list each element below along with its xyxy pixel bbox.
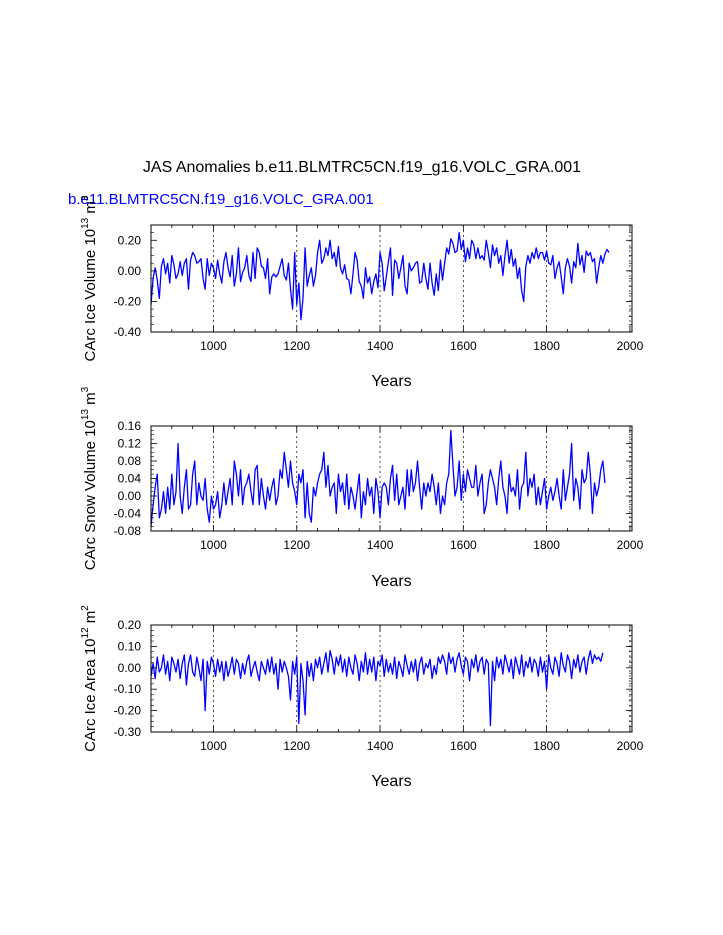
- y-axis-label-exponent: 13: [80, 409, 91, 421]
- y-tick-label: 0.04: [118, 472, 142, 486]
- x-tick-label-1000: 1000: [200, 339, 227, 353]
- series-line-0-0: [150, 231, 610, 321]
- y-axis-label-unit: m: [82, 201, 99, 218]
- y-tick-label: 0.20: [118, 618, 142, 632]
- x-tick-label-1400: 1400: [367, 538, 394, 552]
- y-axis-label-exponent: 13: [80, 217, 91, 229]
- chart-panel-ice-volume: 1000 1200 1400 1600 1800 2000 -0.40 -0.20 0.00 0.…: [80, 195, 644, 390]
- y-tick-label: -0.20: [114, 294, 142, 308]
- y-tick-label: 0.08: [118, 454, 142, 468]
- y-axis-label-exponent: 12: [80, 627, 91, 639]
- y-tick-label: 0.00: [118, 489, 142, 503]
- y-tick-label: -0.04: [114, 507, 142, 521]
- y-tick-label: -0.40: [114, 325, 142, 339]
- x-tick-label-1800: 1800: [533, 739, 560, 753]
- x-tick-label-1400: 1400: [367, 339, 394, 353]
- figure-title: JAS Anomalies b.e11.BLMTRC5CN.f19_g16.VO…: [143, 159, 581, 176]
- chart-panel-ice-area: 1000 1200 1400 1600 1800 2000 -0.30 -0.20 -0.10 0…: [80, 605, 644, 790]
- x-tick-label-1400: 1400: [367, 739, 394, 753]
- x-tick-label-1200: 1200: [283, 339, 310, 353]
- y-axis-label-unit-exponent: 3: [80, 386, 91, 392]
- x-tick-label-1200: 1200: [283, 538, 310, 552]
- y-axis-label-unit: m: [82, 392, 99, 409]
- x-tick-label-1000: 1000: [200, 538, 227, 552]
- panel-subtitle: b.e11.BLMTRC5CN.f19_g16.VOLC_GRA.001: [68, 191, 374, 208]
- x-tick-label-1600: 1600: [450, 739, 477, 753]
- y-axis-label: CArc Ice Volume 1013 m3: [80, 195, 99, 361]
- y-axis-label-unit-exponent: 3: [80, 195, 91, 201]
- x-tick-label-1600: 1600: [450, 339, 477, 353]
- y-tick-label: -0.08: [114, 524, 142, 538]
- x-axis-label: Years: [371, 573, 411, 590]
- y-tick-label: -0.10: [114, 682, 142, 696]
- y-tick-label: 0.12: [118, 437, 142, 451]
- x-tick-label-2000: 2000: [617, 538, 644, 552]
- x-axis-label: Years: [371, 773, 411, 790]
- chart-panel-snow-volume: 1000 1200 1400 1600 1800 2000 -0.08 -0.04 0.00 0.…: [80, 386, 644, 590]
- x-tick-label-1800: 1800: [533, 538, 560, 552]
- series-line-2-0: [150, 650, 604, 727]
- x-tick-label-1200: 1200: [283, 739, 310, 753]
- y-axis-label-unit: m: [82, 611, 99, 628]
- y-axis-label-main: CArc Snow Volume 10: [82, 420, 99, 570]
- y-tick-label: -0.30: [114, 725, 142, 739]
- x-tick-label-2000: 2000: [617, 739, 644, 753]
- y-tick-label: 0.00: [118, 661, 142, 675]
- y-axis-label-main: CArc Ice Area 10: [82, 638, 99, 751]
- y-tick-label: 0.00: [118, 264, 142, 278]
- series-line-1-0: [150, 429, 606, 527]
- y-tick-label: 0.10: [118, 639, 142, 653]
- x-tick-label-1000: 1000: [200, 739, 227, 753]
- y-axis-label-main: CArc Ice Volume 10: [82, 229, 99, 362]
- plot-frame: [150, 425, 633, 532]
- x-tick-label-2000: 2000: [617, 339, 644, 353]
- y-tick-label: 0.20: [118, 233, 142, 247]
- x-tick-label-1800: 1800: [533, 339, 560, 353]
- y-axis-label: CArc Snow Volume 1013 m3: [80, 386, 99, 570]
- y-axis-label: CArc Ice Area 1012 m2: [80, 605, 99, 752]
- y-axis-label-unit-exponent: 2: [80, 605, 91, 611]
- x-tick-label-1600: 1600: [450, 538, 477, 552]
- y-tick-label: -0.20: [114, 704, 142, 718]
- x-axis-label: Years: [371, 373, 411, 390]
- y-tick-label: 0.16: [118, 419, 142, 433]
